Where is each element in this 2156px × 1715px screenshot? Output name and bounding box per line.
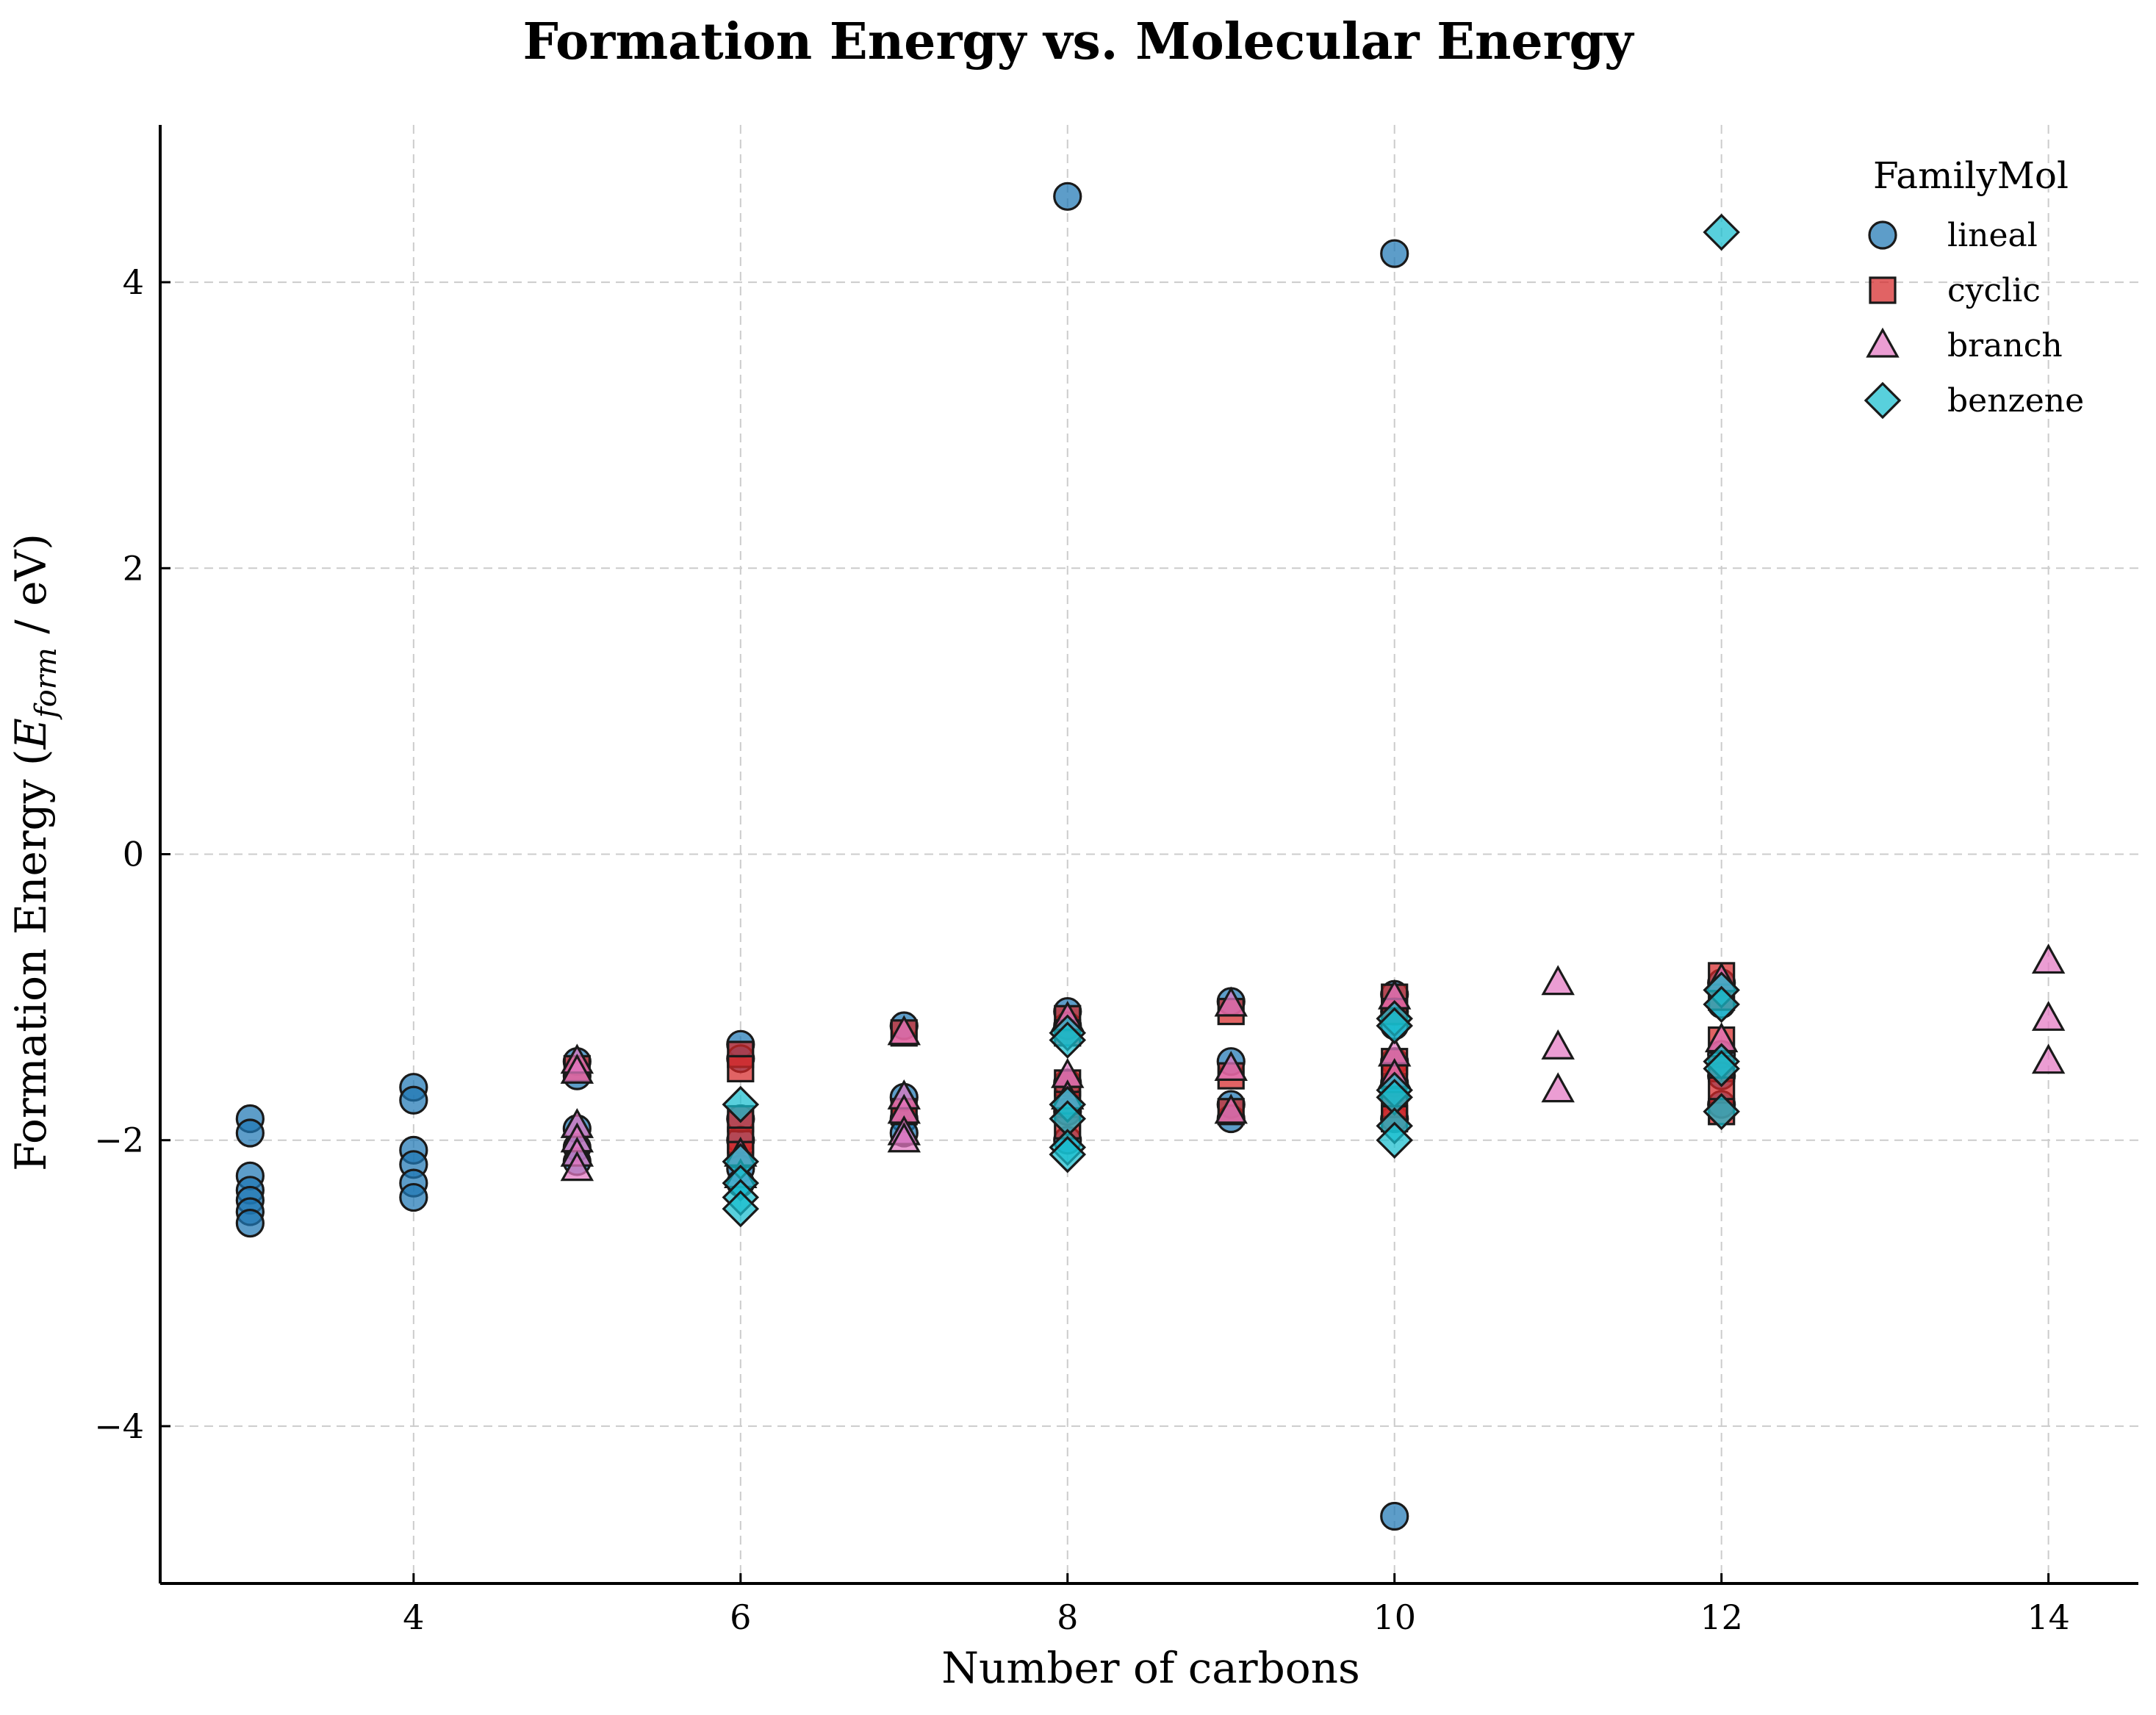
cyclic-point (727, 1054, 755, 1083)
benzene-point (1049, 1021, 1087, 1059)
benzene-point (722, 1085, 760, 1123)
tick-labels: 4 6 8 10 12 14 −4 −2 0 2 4 (94, 262, 2070, 1637)
branch-point (2031, 1001, 2066, 1031)
y-tick-label: 0 (123, 835, 144, 874)
chart-title: Formation Energy vs. Molecular Energy (522, 12, 1635, 71)
legend-marker-branch (1866, 327, 1900, 358)
y-tick-label: 4 (123, 262, 144, 302)
y-axis-label-subscript: form (29, 647, 63, 720)
lineal-point (399, 1085, 428, 1115)
grid (160, 125, 2138, 1583)
lineal-point (1380, 1501, 1409, 1531)
x-tick-label: 10 (1373, 1597, 1416, 1637)
data-points (235, 181, 2066, 1531)
y-tick-label: −2 (94, 1121, 144, 1160)
branch-point (1541, 1029, 1575, 1060)
legend-label-lineal: lineal (1947, 217, 2038, 254)
benzene-point (1376, 1007, 1413, 1045)
branch-point (2031, 1043, 2066, 1074)
series-benzene (722, 213, 1740, 1228)
legend-title: FamilyMol (1873, 154, 2069, 197)
benzene-point (1703, 1050, 1740, 1087)
branch-point (1214, 986, 1248, 1017)
branch-point (560, 1151, 594, 1182)
benzene-point (1049, 1135, 1087, 1173)
lineal-point (399, 1182, 428, 1212)
legend-marker-cyclic (1869, 276, 1897, 304)
y-tick-label: −4 (94, 1406, 144, 1446)
x-tick-label: 8 (1057, 1597, 1078, 1637)
x-tick-label: 12 (1700, 1597, 1743, 1637)
branch-point (1541, 1072, 1575, 1103)
benzene-point (1703, 1093, 1740, 1131)
branch-point (1214, 1093, 1248, 1124)
lineal-point (1380, 239, 1409, 268)
legend-marker-lineal (1868, 220, 1897, 250)
y-axis-label-symbol: E (6, 718, 56, 749)
legend-label-branch: branch (1947, 327, 2063, 364)
series-branch (560, 943, 2066, 1188)
benzene-point (1703, 985, 1740, 1024)
legend-item-benzene: benzene (1864, 381, 2084, 420)
branch-point (887, 1122, 921, 1153)
legend-label-cyclic: cyclic (1947, 272, 2041, 309)
lineal-point (235, 1208, 265, 1238)
series-lineal (235, 181, 1736, 1531)
benzene-point (722, 1190, 760, 1228)
y-axis-label-suffix: / eV) (6, 533, 56, 647)
y-axis-label: Formation Energy (Eform / eV) (6, 533, 63, 1171)
x-tick-label: 14 (2027, 1597, 2070, 1637)
legend-label-benzene: benzene (1947, 382, 2084, 420)
y-tick-label: 2 (123, 548, 144, 588)
branch-point (1214, 1051, 1248, 1082)
lineal-point (1053, 181, 1082, 211)
x-axis-label: Number of carbons (941, 1643, 1360, 1693)
legend-item-branch: branch (1866, 327, 2063, 364)
y-axis-label-prefix: Formation Energy ( (6, 749, 56, 1171)
legend-item-lineal: lineal (1868, 217, 2038, 254)
branch-point (887, 1015, 921, 1046)
axes (159, 125, 2138, 1585)
branch-point (560, 1054, 594, 1084)
legend-items: lineal cyclic branch benzene (1864, 217, 2084, 420)
x-tick-label: 6 (730, 1597, 751, 1637)
benzene-point (1376, 1121, 1413, 1159)
lineal-point (235, 1118, 265, 1148)
benzene-point (1703, 213, 1740, 251)
legend-item-cyclic: cyclic (1869, 272, 2041, 309)
legend-marker-benzene (1864, 381, 1902, 420)
x-tick-label: 4 (403, 1597, 424, 1637)
legend: FamilyMol lineal cyclic branch benzene (1864, 154, 2084, 420)
branch-point (2031, 943, 2066, 974)
branch-point (1541, 965, 1575, 996)
